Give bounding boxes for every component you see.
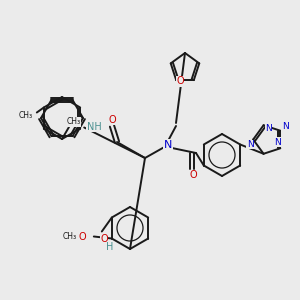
Text: O: O (108, 115, 116, 125)
Text: O: O (100, 235, 108, 244)
Text: O: O (189, 170, 197, 180)
Text: H: H (106, 242, 113, 253)
Text: N: N (282, 122, 289, 131)
Text: N: N (274, 138, 281, 147)
Text: O: O (176, 76, 184, 86)
Text: NH: NH (87, 122, 102, 131)
Text: CH₃: CH₃ (63, 232, 77, 241)
Text: O: O (78, 232, 85, 242)
Text: N: N (164, 140, 172, 150)
Text: CH₃: CH₃ (67, 118, 81, 127)
Text: N: N (247, 140, 253, 149)
Text: N: N (265, 124, 272, 133)
Text: CH₃: CH₃ (19, 111, 33, 120)
